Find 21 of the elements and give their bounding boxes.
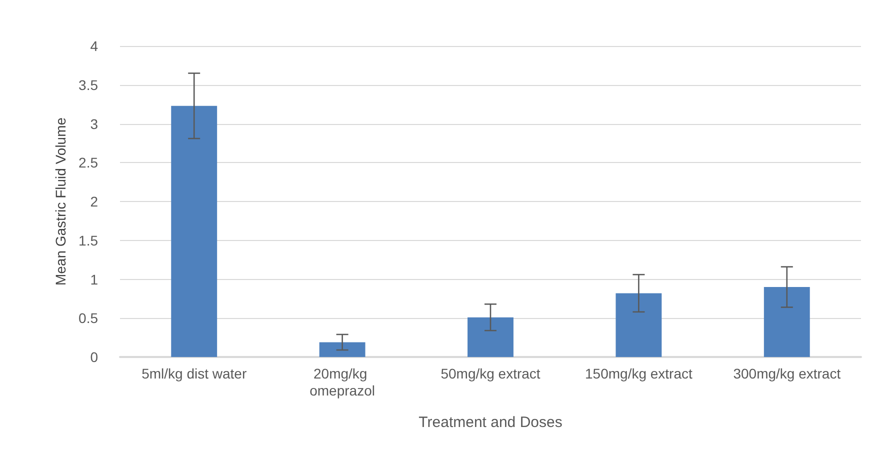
bar bbox=[764, 287, 810, 357]
x-tick-label: 150mg/kg extract bbox=[585, 366, 692, 382]
y-tick-label: 2 bbox=[90, 194, 98, 210]
x-tick-label: 50mg/kg extract bbox=[440, 366, 540, 382]
y-tick-label: 1.5 bbox=[78, 232, 98, 248]
x-tick-label: 20mg/kg omeprazol bbox=[310, 366, 375, 398]
x-tick-label: 300mg/kg extract bbox=[733, 366, 841, 382]
y-tick-label: 2.5 bbox=[78, 154, 98, 171]
y-tick-label: 3 bbox=[90, 116, 98, 132]
y-tick-label: 0 bbox=[90, 349, 98, 365]
bar bbox=[616, 293, 662, 357]
y-tick-label: 1 bbox=[90, 271, 98, 288]
y-axis-title: Mean Gastric Fluid Volume bbox=[52, 117, 69, 286]
x-axis-title: Treatment and Doses bbox=[418, 414, 562, 431]
bar bbox=[319, 342, 366, 357]
bar bbox=[171, 106, 218, 357]
bar bbox=[468, 317, 514, 357]
y-tick-label: 3.5 bbox=[78, 76, 98, 93]
y-tick-label: 4 bbox=[90, 38, 98, 54]
y-tick-label: 0.5 bbox=[78, 310, 98, 326]
x-tick-label: 5ml/kg dist water bbox=[142, 366, 247, 382]
